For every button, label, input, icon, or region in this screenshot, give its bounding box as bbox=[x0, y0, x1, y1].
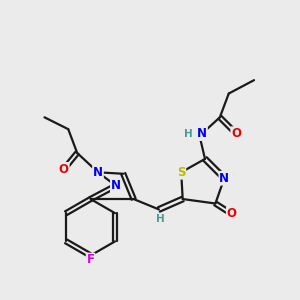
Text: H: H bbox=[156, 214, 165, 224]
Text: N: N bbox=[197, 127, 207, 140]
Text: N: N bbox=[111, 179, 121, 192]
Text: N: N bbox=[93, 166, 103, 179]
Text: O: O bbox=[227, 207, 237, 220]
Text: N: N bbox=[219, 172, 229, 185]
Text: O: O bbox=[59, 163, 69, 176]
Text: H: H bbox=[184, 129, 193, 139]
Text: F: F bbox=[87, 254, 94, 266]
Text: O: O bbox=[231, 127, 241, 140]
Text: S: S bbox=[177, 166, 185, 179]
